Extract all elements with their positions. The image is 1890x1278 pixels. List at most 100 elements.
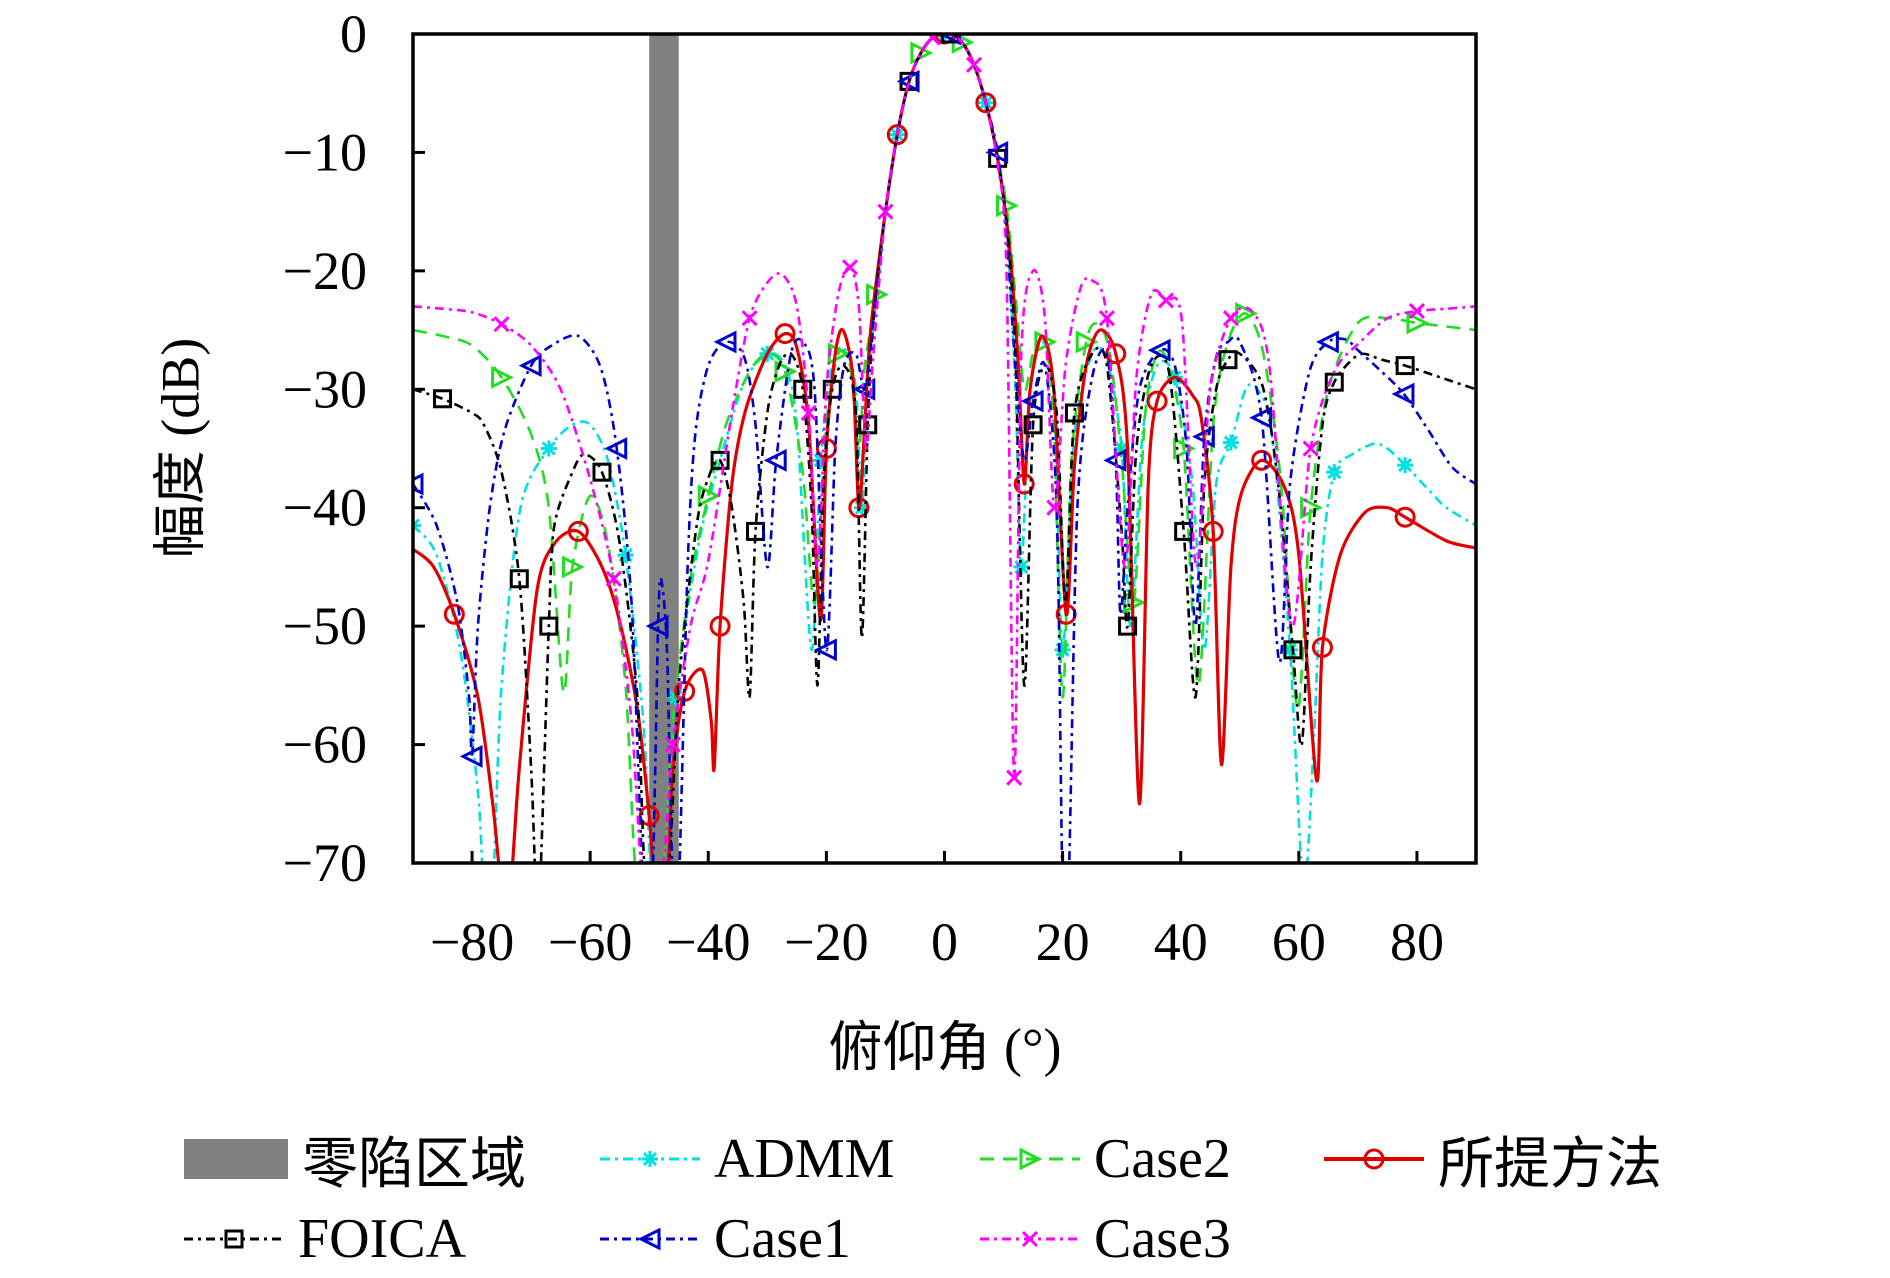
legend-item-case2: Case2: [980, 1124, 1231, 1194]
legend-item-foica: FOICA: [184, 1204, 466, 1274]
data-point-marker: [814, 638, 837, 662]
data-point-marker: [645, 614, 669, 638]
data-point-marker: [841, 259, 859, 276]
data-point-marker: [713, 330, 737, 354]
data-point-marker: [741, 310, 758, 327]
data-point-marker: [1222, 310, 1239, 327]
legend-label: Case1: [714, 1208, 851, 1270]
data-point-marker: [710, 450, 730, 470]
data-point-marker: [800, 404, 817, 422]
data-point-marker: [561, 555, 585, 579]
data-point-marker: [605, 570, 622, 587]
data-point-marker: [938, 34, 961, 46]
data-point-marker: [1324, 372, 1344, 392]
x-tick-label: −20: [784, 912, 868, 972]
data-point-marker: [491, 366, 514, 389]
data-point-marker: [1302, 440, 1319, 457]
legend-marker: [224, 1229, 244, 1249]
data-point-marker: [793, 379, 813, 399]
data-point-marker: [940, 34, 960, 44]
data-point-marker: [877, 203, 894, 220]
data-point-marker: [965, 56, 983, 73]
data-point-marker: [1408, 303, 1426, 320]
data-point-marker: [413, 472, 424, 496]
data-point-marker: [697, 484, 721, 508]
legend-marker: [642, 1151, 658, 1167]
series-所提方法: [413, 34, 1476, 863]
legend-marker: [637, 1227, 661, 1251]
data-point-marker: [443, 603, 465, 625]
data-point-marker: [567, 520, 589, 542]
plot-area: [413, 34, 1476, 863]
x-tick-label: 80: [1390, 912, 1444, 972]
legend-item-null-region: 零陷区域: [184, 1124, 526, 1196]
x-tick-label: 0: [931, 912, 958, 972]
legend-marker: [1363, 1148, 1385, 1170]
legend-swatch-admm: [600, 1151, 700, 1167]
data-point-marker: [1202, 520, 1224, 542]
y-tick-label: −60: [283, 715, 367, 775]
data-point-marker: [1281, 641, 1298, 658]
data-point-marker: [1406, 311, 1430, 335]
data-point-marker: [1173, 437, 1197, 460]
data-point-marker: [1020, 389, 1044, 413]
data-point-marker: [1391, 382, 1415, 406]
data-point-marker: [1147, 338, 1171, 362]
legend-label: Case3: [1094, 1208, 1231, 1270]
legend-item-admm: ADMM: [600, 1124, 894, 1194]
data-point-marker: [852, 377, 876, 401]
legend-label: ADMM: [714, 1128, 895, 1190]
data-point-marker: [815, 438, 837, 459]
data-point-marker: [1249, 406, 1273, 430]
data-point-marker: [924, 34, 941, 46]
data-point-marker: [1054, 641, 1071, 658]
legend-marker: [1021, 1230, 1039, 1248]
y-tick-label: −40: [283, 478, 367, 538]
legend-label: 所提方法: [1438, 1133, 1662, 1196]
data-point-marker: [1023, 415, 1043, 435]
data-point-marker: [1046, 499, 1063, 516]
x-tick-label: 60: [1272, 912, 1326, 972]
data-point-marker: [509, 569, 529, 589]
series-line: [413, 34, 1476, 863]
data-point-marker: [1075, 330, 1099, 354]
series-line: [413, 34, 1476, 863]
legend-swatch-null-region: [184, 1139, 288, 1179]
data-point-marker: [617, 547, 634, 564]
x-tick-label: 40: [1154, 912, 1208, 972]
series-Case3: [413, 34, 1476, 863]
legend-marker: [1019, 1147, 1043, 1171]
data-point-marker: [886, 124, 908, 146]
legend-item-proposed: 所提方法: [1324, 1124, 1662, 1196]
data-point-marker: [910, 41, 934, 65]
y-tick-label: 0: [340, 4, 367, 64]
data-point-marker: [1283, 640, 1303, 660]
data-point-marker: [822, 379, 842, 399]
data-point-marker: [1311, 636, 1333, 658]
y-tick-label: −30: [283, 359, 367, 419]
data-point-marker: [604, 437, 628, 460]
data-point-marker: [592, 462, 612, 482]
data-point-marker: [1222, 434, 1239, 451]
data-point-marker: [1118, 616, 1138, 636]
y-tick-label: −70: [283, 833, 367, 893]
x-tick-label: −40: [666, 912, 750, 972]
data-point-marker: [763, 448, 787, 472]
legend-label: FOICA: [298, 1208, 467, 1270]
data-point-marker: [1191, 425, 1215, 449]
legend-swatch-foica: [184, 1229, 284, 1249]
data-point-marker: [1397, 457, 1414, 474]
data-point-marker: [1395, 356, 1415, 376]
data-point-marker: [774, 360, 798, 383]
data-point-marker: [975, 92, 997, 114]
data-point-marker: [1251, 449, 1273, 471]
data-point-marker: [1013, 558, 1030, 575]
x-tick-label: 20: [1036, 912, 1090, 972]
data-point-marker: [1326, 464, 1343, 481]
data-point-marker: [774, 323, 796, 345]
y-tick-label: −20: [283, 241, 367, 301]
x-tick-label: −60: [548, 912, 632, 972]
data-point-marker: [1300, 496, 1323, 520]
